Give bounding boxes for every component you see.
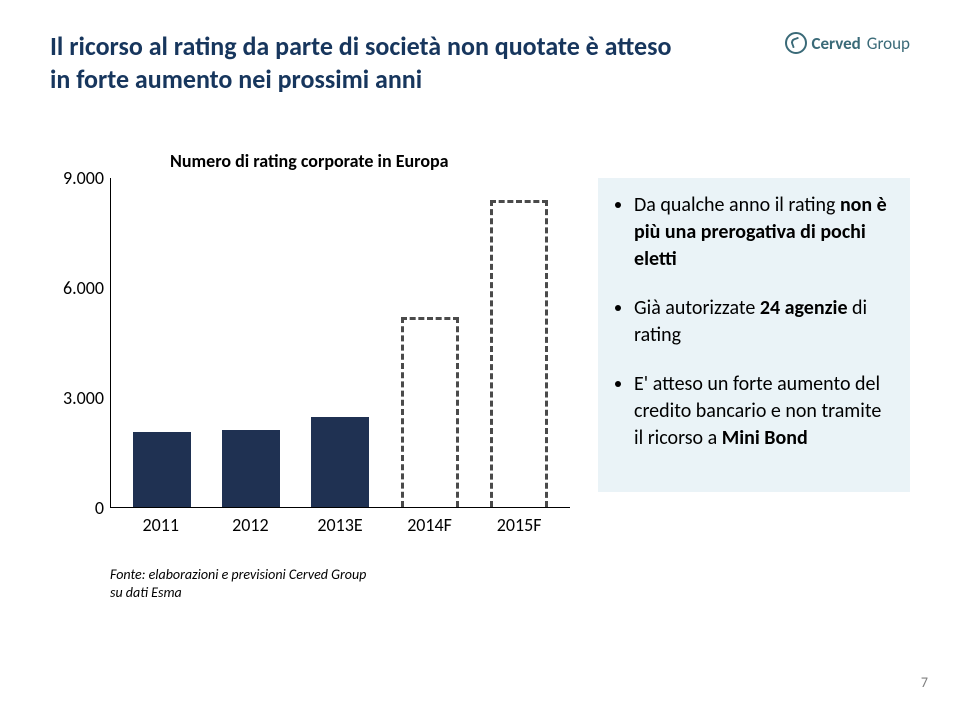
x-tick-label: 2011 [132, 514, 190, 536]
x-tick-label: 2015F [490, 514, 548, 536]
page-number: 7 [921, 674, 928, 691]
bullet-bold: Mini Bond [722, 426, 808, 450]
bullet-bold: 24 agenzie [760, 296, 848, 320]
x-tick-label: 2014F [401, 514, 459, 536]
x-tick-label: 2013E [311, 514, 369, 536]
logo-sub: Group [867, 33, 910, 54]
cerved-logo-icon [785, 32, 807, 54]
header-row: Il ricorso al rating da parte di società… [50, 30, 910, 95]
y-axis: 9.0006.0003.0000 [50, 178, 110, 508]
bar-2014F [401, 317, 459, 507]
bullet-item: E' atteso un forte aumento del credito b… [634, 371, 892, 452]
bar-2015F [490, 200, 548, 507]
bullets-panel: Da qualche anno il rating non è più una … [598, 178, 910, 492]
bar-2011 [133, 432, 191, 507]
brand-logo: Cerved Group [785, 32, 910, 54]
page-title: Il ricorso al rating da parte di società… [50, 30, 690, 95]
content-row: 9.0006.0003.0000 2011 2012 2013E 2014F 2015F… [50, 178, 910, 601]
bar-2013E [311, 417, 369, 507]
bullet-bold: non è più una prerogativa di pochi elett… [634, 193, 887, 271]
bullets-list: Da qualche anno il rating non è più una … [616, 192, 892, 452]
footnote-line1: Fonte: elaborazioni e previsioni Cerved … [110, 566, 366, 583]
chart-footnote: Fonte: elaborazioni e previsioni Cerved … [110, 566, 430, 601]
logo-brand: Cerved [811, 33, 860, 54]
x-axis-labels: 2011 2012 2013E 2014F 2015F [110, 508, 570, 536]
bars-container [111, 178, 570, 507]
bar-2012 [222, 430, 280, 507]
chart-box: 9.0006.0003.0000 [50, 178, 570, 508]
x-tick-label: 2012 [221, 514, 279, 536]
chart-title: Numero di rating corporate in Europa [170, 150, 910, 172]
plot-area [110, 178, 570, 508]
bullet-item: Da qualche anno il rating non è più una … [634, 192, 892, 273]
chart-column: 9.0006.0003.0000 2011 2012 2013E 2014F 2015F… [50, 178, 570, 601]
footnote-line2: su dati Esma [110, 584, 182, 601]
bullet-item: Già autorizzate 24 agenzie di rating [634, 295, 892, 349]
